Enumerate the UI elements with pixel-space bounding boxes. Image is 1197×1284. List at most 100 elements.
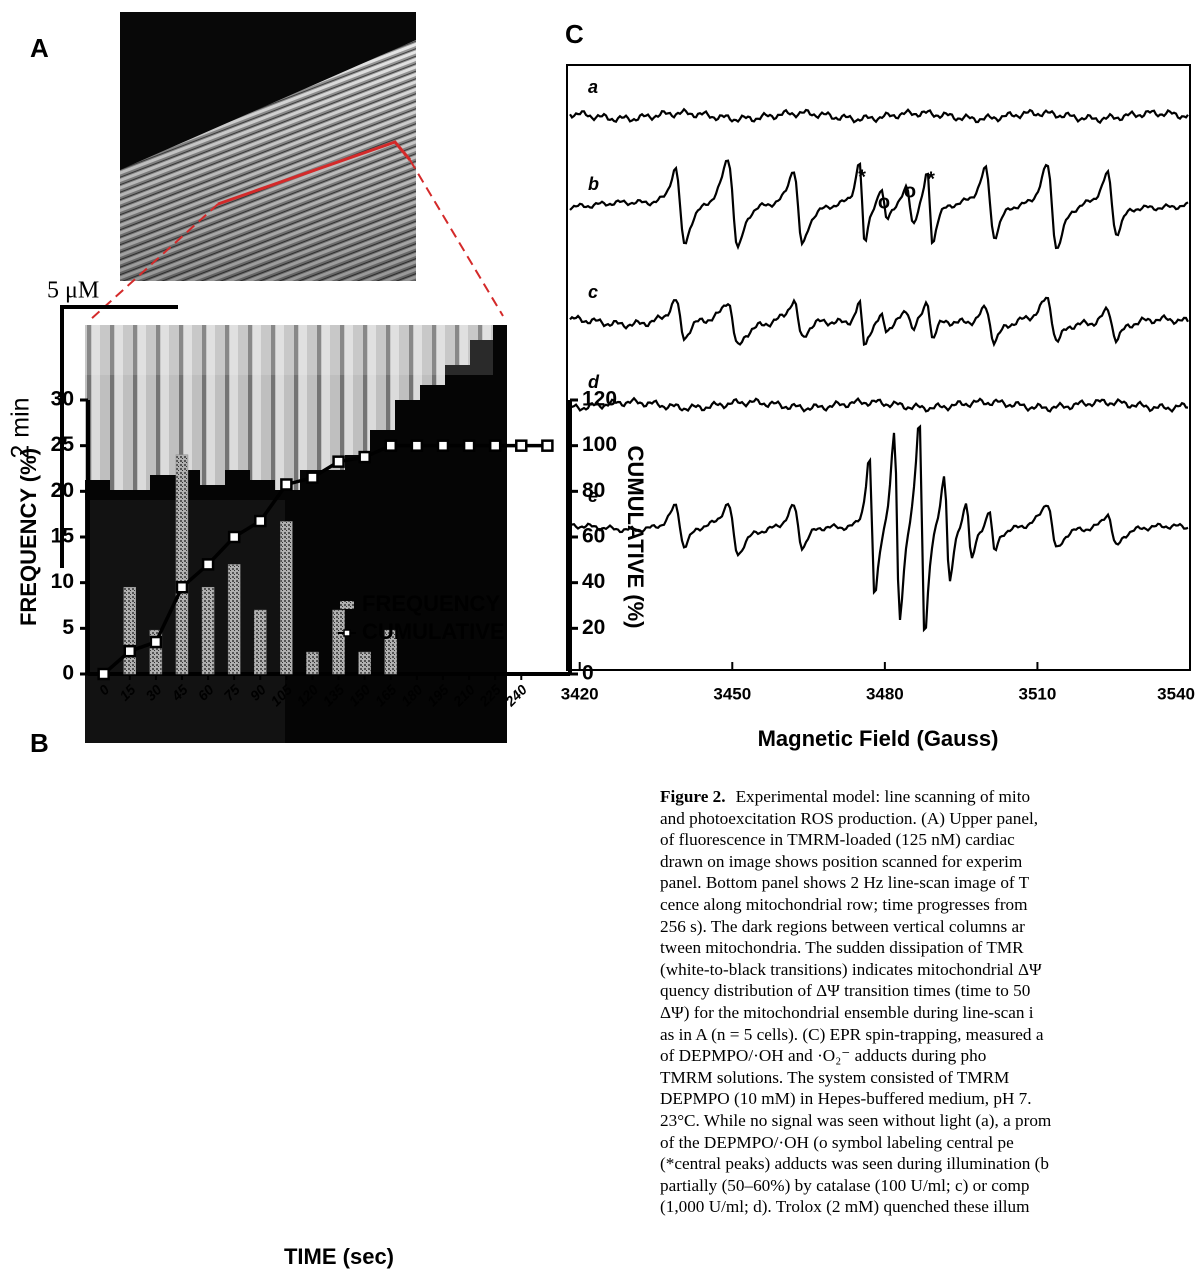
scale-label: 2 min (7, 397, 35, 458)
caption-text: drawn on image shows position scanned fo… (660, 851, 1023, 871)
caption-line: cence along mitochondrial row; time prog… (660, 894, 1197, 916)
caption-line: of the DEPMPO/·OH (o symbol labeling cen… (660, 1132, 1197, 1154)
x-tick-label: 3480 (866, 684, 904, 703)
caption-line: ΔΨ) for the mitochondrial ensemble durin… (660, 1002, 1197, 1024)
trace-label: e (588, 486, 598, 506)
point (436, 439, 450, 452)
bar (123, 586, 137, 675)
scan-line (89, 140, 504, 321)
caption-text: panel. Bottom panel shows 2 Hz line-scan… (660, 873, 1030, 893)
y2-tick-label: 0 (582, 662, 594, 685)
point (541, 439, 554, 452)
caption-text: of DEPMPO/·OH and ·O₂⁻ adducts during ph… (660, 1046, 987, 1066)
trace-label: a (588, 77, 598, 97)
point (306, 471, 319, 484)
caption-line: partially (50–60%) by catalase (100 U/ml… (660, 1175, 1197, 1197)
caption-text: DEPMPO (10 mM) in Hepes-buffered medium,… (660, 1089, 1032, 1109)
caption-line: of fluorescence in TMRM-loaded (125 nM) … (660, 829, 1197, 851)
point (515, 439, 528, 452)
caption-text: 23°C. While no signal was seen without l… (660, 1110, 1052, 1130)
caption: Figure 2. Experimental model: line scanni… (660, 786, 1197, 1218)
bar (254, 609, 267, 675)
trace-label: b (588, 174, 599, 194)
point (123, 644, 137, 658)
point (384, 439, 398, 452)
caption-text: ΔΨ) for the mitochondrial ensemble durin… (660, 1002, 1034, 1022)
scale-label: 5 μM (47, 278, 99, 304)
peak-annotation: o (878, 191, 890, 213)
legend-label: FREQUENCY (362, 591, 500, 616)
caption-line: tween mitochondria. The sudden dissipati… (660, 937, 1197, 959)
caption-text: 256 s). The dark regions between vertica… (660, 916, 1025, 936)
caption-line: and photoexcitation ROS production. (A) … (660, 808, 1197, 830)
point (149, 635, 163, 649)
y-tick-label: 0 (62, 662, 74, 685)
y-tick-label: 5 (62, 616, 74, 639)
caption-line: (*central peaks) adducts was seen during… (660, 1153, 1197, 1175)
bar (175, 454, 189, 675)
bar (280, 521, 293, 675)
point (462, 439, 476, 452)
legend-swatch (343, 629, 351, 637)
caption-text: (1,000 U/ml; d). Trolox (2 mM) quenched … (660, 1197, 1030, 1217)
caption-line: Figure 2. Experimental model: line scanni… (660, 786, 1197, 808)
caption-text: quency distribution of ΔΨ transition tim… (660, 981, 1031, 1001)
y-tick-label: 30 (51, 388, 74, 411)
point (332, 455, 345, 468)
caption-line: quency distribution of ΔΨ transition tim… (660, 980, 1197, 1002)
trace-label: c (588, 282, 598, 302)
caption-line: DEPMPO (10 mM) in Hepes-buffered medium,… (660, 1088, 1197, 1110)
bar (384, 629, 398, 675)
point (488, 439, 502, 452)
y2-tick-label: 40 (582, 570, 605, 593)
bar (201, 586, 215, 675)
caption-line: drawn on image shows position scanned fo… (660, 851, 1197, 873)
x-tick-label: 3420 (561, 684, 599, 703)
point (201, 558, 215, 571)
caption-text: Experimental model: line scanning of mit… (735, 787, 1031, 806)
legend-swatch (340, 601, 354, 609)
y2-axis-label: CUMULATIVE (%) (623, 446, 648, 629)
y-tick-label: 10 (51, 570, 74, 593)
caption-text: (*central peaks) adducts was seen during… (660, 1154, 1049, 1174)
caption-label: Figure 2. (660, 787, 726, 806)
x-tick-label: 3510 (1019, 684, 1057, 703)
y2-tick-label: 20 (582, 616, 605, 639)
panel-label: B (30, 728, 49, 758)
caption-text: (white-to-black transitions) indicates m… (660, 959, 1042, 979)
legend-label: CUMULATIVE (362, 619, 505, 644)
spectrum-trace (569, 159, 1189, 251)
y-tick-label: 20 (51, 479, 74, 502)
confocal-image (120, 12, 416, 281)
line-scan-image (85, 325, 507, 743)
point (280, 478, 293, 491)
trace-label: d (588, 372, 600, 392)
caption-line: 23°C. While no signal was seen without l… (660, 1110, 1197, 1132)
point (254, 514, 267, 528)
panel-label: A (30, 33, 49, 63)
spectrum-trace (569, 396, 1189, 414)
x-axis-label: TIME (sec) (284, 1244, 394, 1269)
point (97, 667, 110, 681)
caption-text: partially (50–60%) by catalase (100 U/ml… (660, 1175, 1030, 1195)
bar (358, 651, 371, 675)
chart-c: 3420 3450 3480 3510 3540 Magnetic Field (Gaus… (561, 64, 1195, 751)
caption-text: tween mitochondria. The sudden dissipati… (660, 938, 1024, 958)
y-tick-label: 15 (51, 525, 75, 548)
x-tick-label: 3540 (1157, 684, 1195, 703)
peak-annotation: * (927, 168, 935, 190)
caption-line: as in A (n = 5 cells). (C) EPR spin-trap… (660, 1024, 1197, 1046)
caption-text: as in A (n = 5 cells). (C) EPR spin-trap… (660, 1024, 1044, 1044)
caption-line: (white-to-black transitions) indicates m… (660, 959, 1197, 981)
point (410, 439, 424, 452)
spectrum-trace (569, 424, 1189, 633)
y-tick-label: 25 (51, 433, 75, 456)
y2-tick-label: 80 (582, 479, 605, 502)
plot-frame (566, 64, 1191, 671)
caption-text: and photoexcitation ROS production. (A) … (660, 808, 1039, 828)
point (175, 580, 189, 594)
spectrum-trace (569, 107, 1189, 125)
panel-label: C (565, 19, 584, 49)
